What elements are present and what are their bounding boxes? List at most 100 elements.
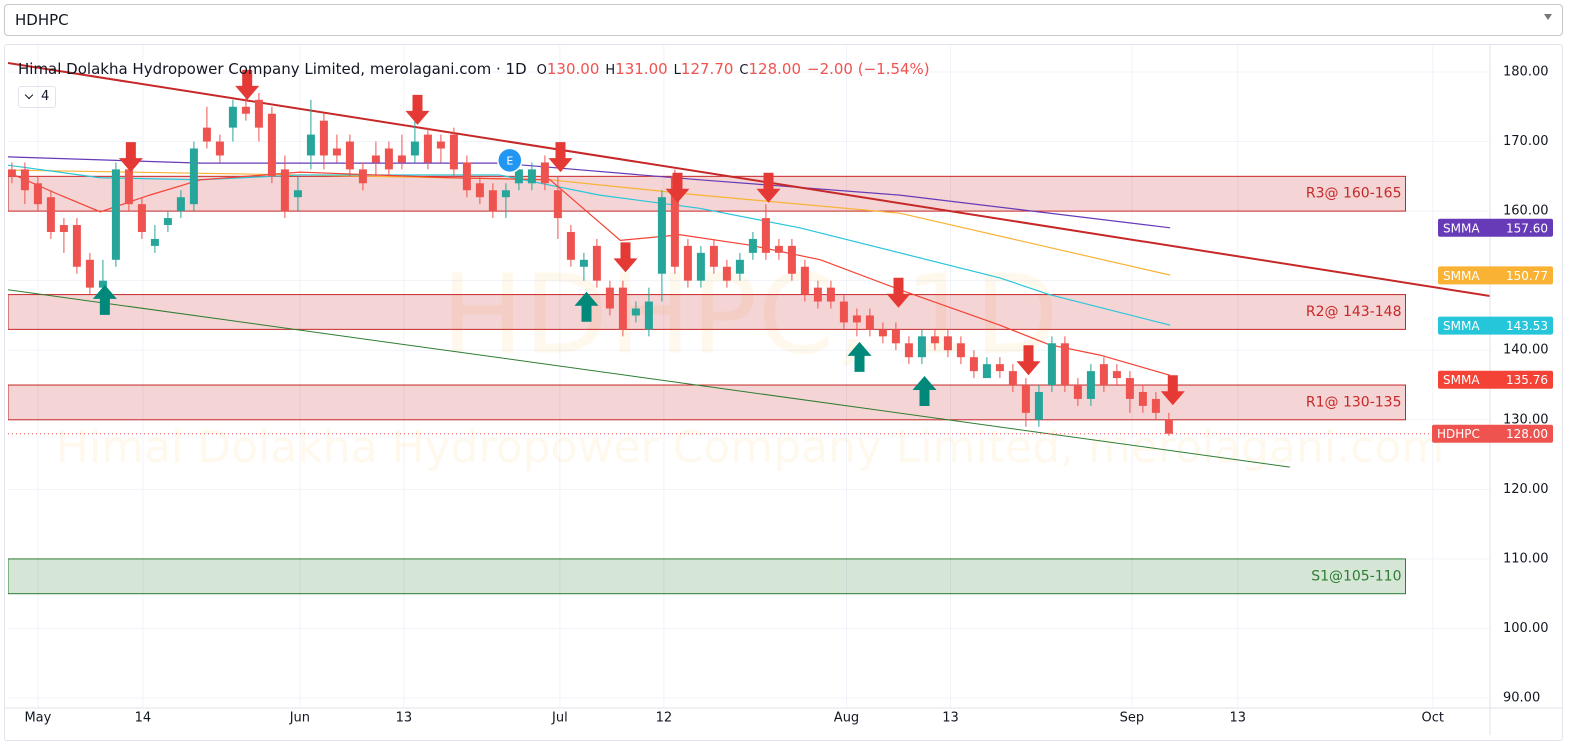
dropdown-caret [1544,14,1552,20]
candle-body [72,225,81,267]
price-tag-value: 157.60 [1506,221,1548,235]
candle-body [917,336,926,358]
last-price-value: 128.00 [1506,427,1548,441]
price-tag-name: SMMA [1443,269,1480,283]
candle-body [696,252,705,281]
x-tick-label: May [24,711,51,726]
candle-body [579,259,588,267]
candle-body [709,245,718,267]
candle-body [774,245,783,253]
candle-body [280,169,289,212]
y-tick-label: 140.00 [1503,343,1549,358]
price-tag-value: 135.76 [1506,373,1548,387]
watermark-text: HDHPC, 1D [441,250,1059,378]
candle-body [800,266,809,295]
down-arrow [118,142,143,173]
ohlc-value: 128.00 [748,60,802,78]
down-arrow [886,277,911,308]
down-arrow [405,94,430,125]
candle-body [1112,371,1121,379]
candle-body [839,301,848,323]
price-tag [1438,370,1553,389]
smma-line [8,164,1171,326]
candle-body [683,245,692,281]
candle-body [605,287,614,309]
candle-body [306,134,315,156]
down-arrow [756,172,781,203]
chart-frame [4,44,1563,741]
watermark-sub: Himal Dolakha Hydropower Company Limited… [56,422,1444,473]
candle-body [852,315,861,323]
candle-body [98,280,107,288]
candle-body [358,169,367,184]
candle-body [189,148,198,205]
candle-body [202,127,211,142]
price-tag-value: 143.53 [1506,319,1548,333]
plot: R3@ 160-165 R2@ 143-148 R1@ 130-135 S1@105-… [8,61,1490,595]
candle-body [384,148,393,170]
candle-body [982,364,991,379]
candle-body [1164,419,1173,434]
down-arrow [613,242,638,273]
candle-body [33,183,42,205]
up-arrow [912,375,937,406]
last-price-tag [1432,424,1553,443]
candle-body [1073,385,1082,399]
y-tick-label: 90.00 [1503,691,1540,706]
candle-body [319,120,328,156]
candle-body [930,336,939,344]
up-arrow [847,341,872,372]
candle-body [904,343,913,358]
candle-body [241,106,250,114]
candle-body [787,245,796,274]
x-tick-label: 14 [135,711,152,726]
x-tick-label: Aug [834,711,859,726]
zone [8,558,1406,595]
candle-body [956,343,965,358]
candle-body [527,169,536,184]
event-marker [497,147,523,174]
candle-body [1086,371,1095,399]
price-tag [1438,316,1553,335]
zone-label: R3@ 160-165 [1306,186,1402,202]
candle-body [1034,391,1043,420]
indicator-toggle[interactable]: 4 [18,86,56,108]
candle-body [228,106,237,128]
candle-body [46,197,55,232]
down-arrow [1160,375,1185,406]
candle-body [397,155,406,163]
candle-body [215,141,224,156]
candle-body [865,315,874,330]
x-tick-label: Jun [289,711,310,726]
candle-body [124,169,133,205]
candle-body [267,113,276,177]
down-arrow [1016,345,1041,376]
symbol-select[interactable]: HDHPC [4,4,1563,36]
last-price-symbol: HDHPC [1437,427,1480,441]
candle-body [423,134,432,163]
candle-body [8,169,16,177]
symbol-text: HDHPC [15,11,69,29]
candle-body [254,99,263,128]
down-arrow [665,172,690,203]
candle-body [514,169,523,184]
candle-body [176,197,185,212]
candle-body [1099,364,1108,386]
y-tick-label: 130.00 [1503,412,1549,427]
y-tick-label: 100.00 [1503,621,1549,636]
price-tag [1438,266,1553,285]
candle-body [735,259,744,274]
price-tag-value: 150.77 [1506,269,1548,283]
x-tick-label: Jul [551,711,568,726]
zone [8,175,1406,212]
candle-body [1138,391,1147,406]
candle-body [436,141,445,149]
candle-body [748,238,757,253]
candle-body [1008,371,1017,386]
candle-body [540,162,549,184]
candle-body [410,141,419,156]
x-tick-label: 12 [656,711,673,726]
candle-body [137,204,146,232]
y-tick-label: 120.00 [1503,482,1549,497]
candle-body [345,141,354,170]
